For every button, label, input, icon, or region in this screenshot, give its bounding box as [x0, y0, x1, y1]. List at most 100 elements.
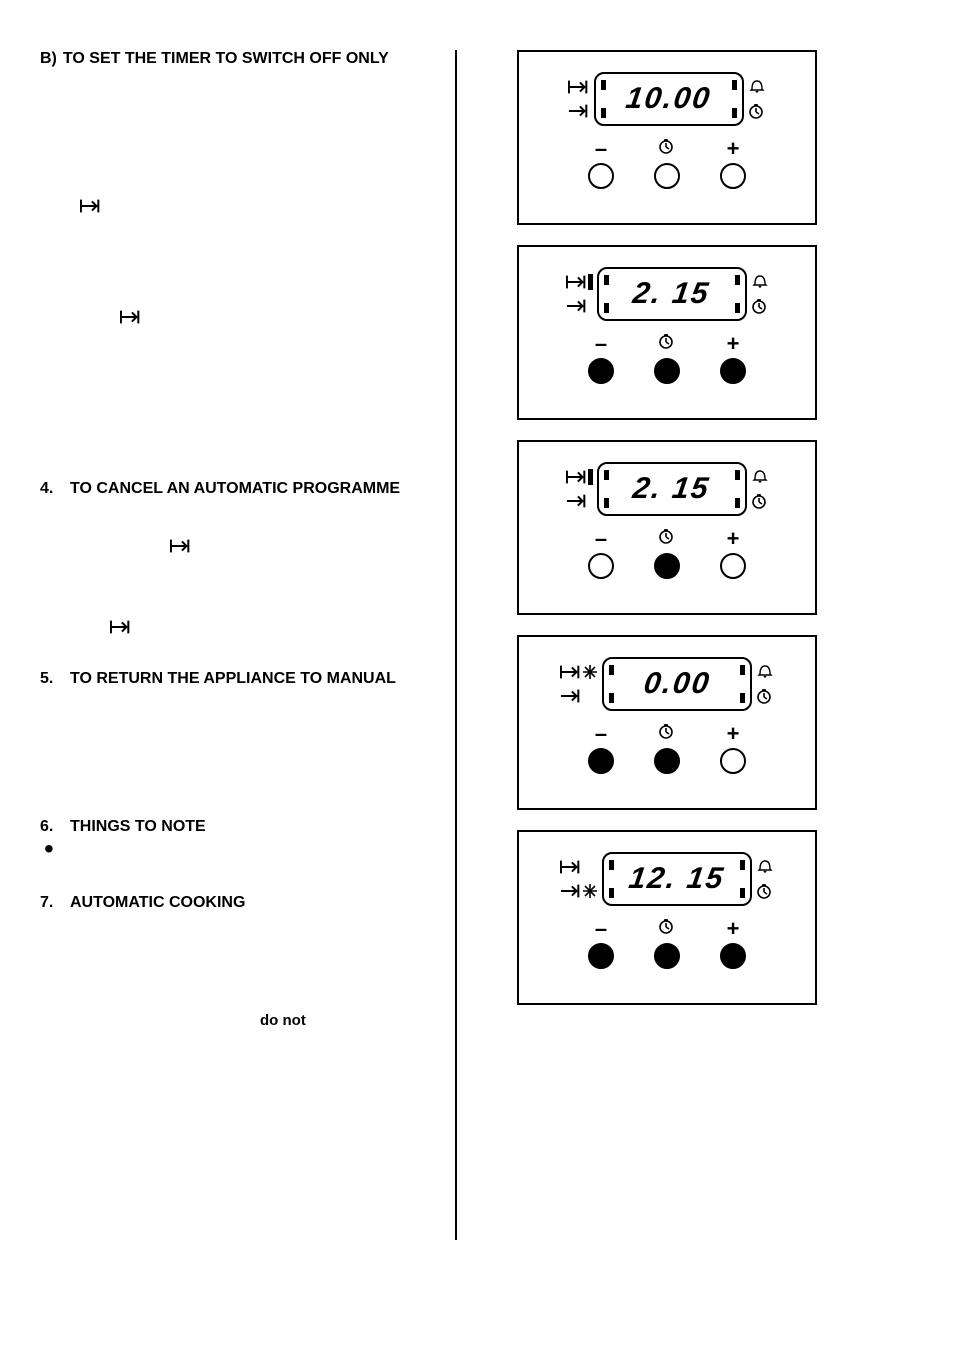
cook-end-icon: [566, 469, 588, 485]
buttons-row: –+: [588, 138, 746, 189]
section-b-title: TO SET THE TIMER TO SWITCH OFF ONLY: [63, 50, 389, 68]
clock-button: [654, 333, 680, 384]
indicator-tag: [588, 274, 593, 290]
star-icon: [582, 664, 598, 680]
section-b-heading: B) TO SET THE TIMER TO SWITCH OFF ONLY: [40, 50, 425, 68]
button-circle: [720, 553, 746, 579]
cook-end-icon: [120, 309, 142, 325]
minus-button: –: [588, 529, 614, 579]
plus-button: +: [720, 139, 746, 189]
buttons-row: –+: [588, 333, 746, 384]
column-divider: [455, 50, 457, 1240]
section-6: 6. THINGS TO NOTE: [40, 818, 425, 836]
bell-icon: [751, 272, 769, 290]
plus-button: +: [720, 334, 746, 384]
lcd-display: 2. 15: [597, 267, 747, 321]
plus-button: +: [720, 529, 746, 579]
lcd-digits: 12. 15: [627, 862, 727, 896]
button-circle: [720, 358, 746, 384]
indicator-tag: [588, 469, 593, 485]
minus-button: –: [588, 139, 614, 189]
bullet-icon: •: [44, 844, 425, 854]
minus-button: –: [588, 334, 614, 384]
plus-icon: +: [727, 334, 740, 354]
clock-icon: [748, 103, 766, 121]
button-circle: [720, 943, 746, 969]
timer-panel: 0.00–+: [517, 635, 817, 810]
clock-icon: [658, 138, 676, 159]
timer-panel: 12. 15–+: [517, 830, 817, 1005]
section-4-title: TO CANCEL AN AUTOMATIC PROGRAMME: [70, 480, 400, 498]
button-circle: [720, 748, 746, 774]
bell-icon: [756, 662, 774, 680]
do-not-text: do not: [260, 1012, 425, 1029]
lcd-display: 0.00: [602, 657, 752, 711]
clock-icon: [751, 298, 769, 316]
cook-end-icon: [560, 859, 582, 875]
lcd-digits: 2. 15: [631, 277, 713, 311]
plus-icon: +: [727, 919, 740, 939]
lcd-display: 2. 15: [597, 462, 747, 516]
clock-icon: [751, 493, 769, 511]
button-circle: [720, 163, 746, 189]
minus-button: –: [588, 724, 614, 774]
arrow-line-3: [170, 538, 425, 559]
clock-icon: [756, 883, 774, 901]
plus-icon: +: [727, 139, 740, 159]
section-5-num: 5.: [40, 670, 60, 688]
minus-icon: –: [595, 334, 607, 354]
section-5-title: TO RETURN THE APPLIANCE TO MANUAL: [70, 670, 396, 688]
buttons-row: –+: [588, 528, 746, 579]
arrow-line-4: [110, 619, 425, 640]
minus-icon: –: [595, 724, 607, 744]
cook-stop-icon: [560, 688, 582, 704]
buttons-row: –+: [588, 723, 746, 774]
left-column: B) TO SET THE TIMER TO SWITCH OFF ONLY 4…: [40, 50, 435, 1240]
plus-button: +: [720, 724, 746, 774]
clock-icon: [658, 918, 676, 939]
cook-end-icon: [568, 79, 590, 95]
clock-button: [654, 138, 680, 189]
clock-button: [654, 528, 680, 579]
cook-stop-icon: [568, 103, 590, 119]
section-5: 5. TO RETURN THE APPLIANCE TO MANUAL: [40, 670, 425, 688]
minus-icon: –: [595, 919, 607, 939]
lcd-digits: 2. 15: [631, 472, 713, 506]
section-7-num: 7.: [40, 894, 60, 912]
section-4: 4. TO CANCEL AN AUTOMATIC PROGRAMME: [40, 480, 425, 498]
clock-icon: [658, 333, 676, 354]
button-circle: [654, 358, 680, 384]
arrow-line-2: [120, 309, 425, 330]
cook-stop-icon: [560, 883, 582, 899]
button-circle: [654, 748, 680, 774]
buttons-row: –+: [588, 918, 746, 969]
cook-end-icon: [170, 538, 192, 554]
clock-button: [654, 723, 680, 774]
button-circle: [588, 943, 614, 969]
lcd-display: 12. 15: [602, 852, 752, 906]
cook-end-icon: [560, 664, 582, 680]
section-7: 7. AUTOMATIC COOKING: [40, 894, 425, 912]
cook-end-icon: [80, 198, 102, 214]
clock-icon: [658, 528, 676, 549]
clock-icon: [756, 688, 774, 706]
lcd-display: 10.00: [594, 72, 744, 126]
lcd-digits: 0.00: [641, 667, 712, 701]
button-circle: [588, 358, 614, 384]
minus-button: –: [588, 919, 614, 969]
cook-end-icon: [566, 274, 588, 290]
minus-icon: –: [595, 139, 607, 159]
star-icon: [582, 883, 598, 899]
cook-end-icon: [110, 619, 132, 635]
bell-icon: [756, 857, 774, 875]
button-circle: [654, 943, 680, 969]
minus-icon: –: [595, 529, 607, 549]
bell-icon: [748, 77, 766, 95]
bell-icon: [751, 467, 769, 485]
timer-panel: 10.00–+: [517, 50, 817, 225]
timer-panel: 2. 15–+: [517, 245, 817, 420]
timer-panel: 2. 15–+: [517, 440, 817, 615]
arrow-line-1: [80, 198, 425, 219]
button-circle: [654, 553, 680, 579]
button-circle: [588, 748, 614, 774]
